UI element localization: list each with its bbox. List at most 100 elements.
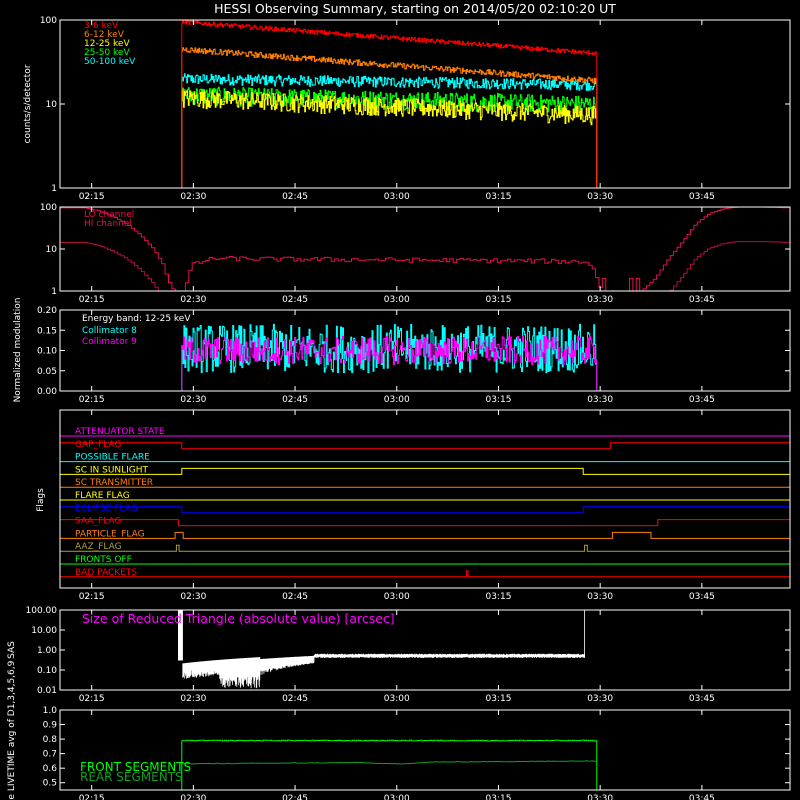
time-tick-label: 03:15 <box>485 295 511 305</box>
modulation-panel: 02:15 02:30 02:45 03:00 03:15 03:30 03:45 0.00 0… <box>13 298 791 405</box>
legend-entry: Collimator 9 <box>82 337 137 347</box>
legend-entry: 3-6 keV <box>84 21 119 31</box>
time-tick-label: 02:30 <box>180 295 206 305</box>
y-tick-label: 100 <box>40 16 57 26</box>
flags-ylabel: Flags <box>36 488 46 512</box>
time-tick-label: 02:15 <box>79 192 105 202</box>
livetime-ylabel: Mon. Rate LIVETIME avg of D1,3,4,5,6,9 <box>7 660 17 800</box>
time-tick-label: 02:45 <box>282 295 308 305</box>
y-tick-label: 1.00 <box>37 646 57 656</box>
flag-line <box>60 506 790 514</box>
y-tick-label: 0.01 <box>37 686 57 696</box>
rear-segments-line <box>181 760 597 765</box>
time-tick-label: 03:30 <box>587 694 613 704</box>
front-segments-line <box>181 739 598 790</box>
flag-label: BAD PACKETS <box>75 568 137 578</box>
time-tick-label: 02:30 <box>180 192 206 202</box>
sas-series-line <box>178 610 585 689</box>
livetime-panel: 02:15 02:30 02:45 03:00 03:15 03:30 03:45 0.5 0.… <box>7 660 791 800</box>
legend-entry: 50-100 keV <box>84 57 136 67</box>
y-tick-label: 0.05 <box>37 367 57 377</box>
modulation-ylabel: Normalized modulation <box>13 298 23 403</box>
time-tick-label: 03:00 <box>384 694 410 704</box>
time-tick-label: 03:15 <box>485 192 511 202</box>
flags-panel-frame <box>59 409 791 589</box>
time-tick-label: 03:45 <box>689 794 715 800</box>
y-tick-label: 1 <box>51 287 57 297</box>
flag-line <box>60 442 790 450</box>
flag-label: SAA_FLAG <box>75 517 121 527</box>
time-tick-label: 02:45 <box>282 592 308 602</box>
sas-panel: 02:15 02:30 02:45 03:00 03:15 03:30 03:45 0.01 0… <box>7 606 791 704</box>
y-tick-label: 0.10 <box>37 347 57 357</box>
time-tick-label: 03:00 <box>384 592 410 602</box>
y-tick-label: 0.5 <box>43 779 57 789</box>
time-tick-label: 02:30 <box>180 794 206 800</box>
count-series-line <box>181 89 598 188</box>
y-tick-label: 0.20 <box>37 306 57 316</box>
time-tick-label: 03:15 <box>485 794 511 800</box>
time-tick-label: 03:45 <box>689 592 715 602</box>
flag-label: FRONTS OFF <box>75 555 132 565</box>
time-tick-label: 03:30 <box>587 192 613 202</box>
time-tick-label: 02:45 <box>282 794 308 800</box>
time-tick-label: 02:45 <box>282 395 308 405</box>
legend-entry: Collimator 8 <box>82 326 137 336</box>
particle-rate-panel: 02:15 02:30 02:45 03:00 03:15 03:30 03:45 1 10 10… <box>40 203 791 305</box>
legend-entry: 6-12 keV <box>84 30 125 40</box>
y-tick-label: 10 <box>46 100 58 110</box>
time-tick-label: 03:15 <box>485 592 511 602</box>
time-tick-label: 03:00 <box>384 794 410 800</box>
time-tick-label: 02:15 <box>79 592 105 602</box>
plot-title: HESSI Observing Summary, starting on 201… <box>214 1 616 16</box>
flag-label: POSSIBLE FLARE <box>75 453 150 463</box>
flag-label: ATTENUATOR STATE <box>75 427 165 437</box>
time-tick-label: 02:15 <box>79 694 105 704</box>
legend-entry: REAR SEGMENTS <box>80 770 183 784</box>
time-tick-label: 03:15 <box>485 694 511 704</box>
time-tick-label: 03:30 <box>587 295 613 305</box>
lo-channel-line <box>60 206 790 292</box>
y-tick-label: 0.15 <box>37 326 57 336</box>
time-tick-label: 02:30 <box>180 395 206 405</box>
time-tick-label: 02:30 <box>180 694 206 704</box>
count-rate-panel-frame <box>59 19 791 189</box>
flag-label: PARTICLE_FLAG <box>75 529 145 539</box>
energy-band-annotation: Energy band: 12-25 keV <box>82 314 191 324</box>
legend-entry: LO channel <box>84 210 134 220</box>
count-series-line <box>181 86 598 188</box>
hi-channel-line <box>60 241 790 292</box>
sas-panel-title: Size of Reduced Triangle (absolute value… <box>82 611 395 626</box>
time-tick-label: 02:15 <box>79 295 105 305</box>
y-tick-label: 1.0 <box>43 706 58 716</box>
count-rate-panel: 02:15 02:30 02:45 03:00 03:15 03:30 03:45 1 10 10… <box>23 16 791 202</box>
time-tick-label: 03:15 <box>485 395 511 405</box>
y-tick-label: 0.8 <box>43 735 58 745</box>
flags-panel: ATTENUATOR STATE GAP_FLAG POSSIBLE FLARE SC… <box>36 409 791 602</box>
legend-entry: 25-50 keV <box>84 48 130 58</box>
livetime-panel-frame <box>59 709 791 791</box>
y-tick-label: 0.10 <box>37 666 57 676</box>
flag-line <box>60 544 790 552</box>
flag-label: SC IN SUNLIGHT <box>75 465 149 475</box>
flag-line <box>60 519 790 527</box>
time-tick-label: 03:45 <box>689 395 715 405</box>
time-tick-label: 02:45 <box>282 192 308 202</box>
time-tick-label: 03:45 <box>689 694 715 704</box>
count-series-line <box>181 73 598 188</box>
y-tick-label: 0.00 <box>37 387 57 397</box>
time-tick-label: 02:45 <box>282 694 308 704</box>
time-tick-label: 03:45 <box>689 295 715 305</box>
time-tick-label: 03:00 <box>384 192 410 202</box>
flag-label: ECLIPSE FLAG <box>75 504 138 514</box>
flag-label: SC TRANSMITTER <box>75 478 153 488</box>
y-tick-label: 10.00 <box>31 626 57 636</box>
legend-entry: 12-25 keV <box>84 39 130 49</box>
time-tick-label: 03:30 <box>587 592 613 602</box>
flag-label: AAZ_FLAG <box>75 542 122 552</box>
flag-line <box>60 531 790 539</box>
modulation-series-line <box>181 335 598 391</box>
y-tick-label: 0.7 <box>43 750 57 760</box>
